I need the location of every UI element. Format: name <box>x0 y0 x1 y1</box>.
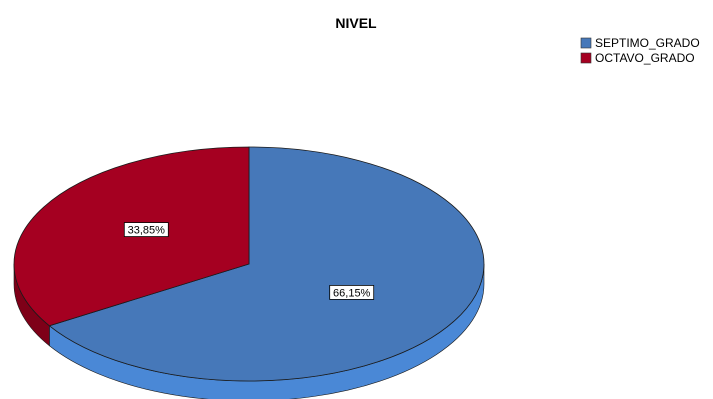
legend-swatch-septimo <box>580 37 592 49</box>
data-label-box-1 <box>123 222 169 237</box>
data-label-text-0: 66,15% <box>333 287 371 299</box>
legend-label-octavo: OCTAVO_GRADO <box>595 51 695 65</box>
data-label-text-1: 33,85% <box>128 225 166 237</box>
legend-swatch-octavo <box>580 52 592 64</box>
data-label-0: 66,15% <box>329 285 375 300</box>
pie-slice-septimo-grado <box>48 146 485 382</box>
legend-label-septimo: SEPTIMO_GRADO <box>595 36 700 50</box>
data-label-box-0 <box>329 285 375 300</box>
legend: SEPTIMO_GRADO OCTAVO_GRADO <box>580 36 700 65</box>
data-label-1: 33,85% <box>123 222 169 237</box>
pie-plot: 66,15% 33,85% <box>13 146 485 399</box>
chart-title: NIVEL <box>335 15 377 31</box>
